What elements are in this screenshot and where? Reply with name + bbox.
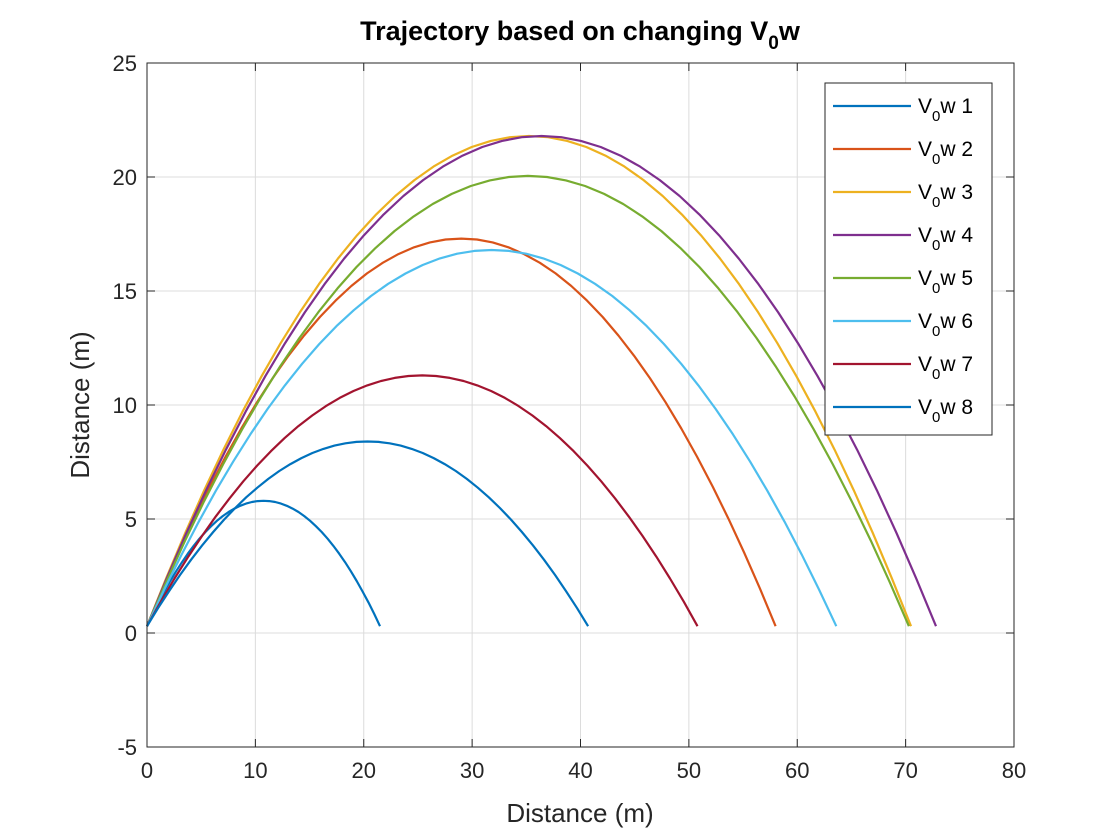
legend-label-subscript: 0 bbox=[932, 108, 940, 125]
legend-label-tail: w 5 bbox=[939, 267, 973, 290]
chart-title-tail: w bbox=[778, 16, 801, 46]
legend-label-7: V0w 7 bbox=[918, 353, 973, 383]
legend-label-tail: w 7 bbox=[939, 353, 973, 376]
x-tick-label: 30 bbox=[460, 758, 484, 783]
legend-label-main: V bbox=[918, 267, 932, 290]
legend-label-subscript: 0 bbox=[932, 366, 940, 383]
y-axis-label: Distance (m) bbox=[65, 331, 95, 478]
legend-label-tail: w 8 bbox=[939, 396, 973, 419]
legend-label-1: V0w 1 bbox=[918, 95, 973, 125]
series-line-6 bbox=[146, 248, 838, 627]
legend-label-main: V bbox=[918, 224, 932, 247]
chart-title-main: Trajectory based on changing V bbox=[360, 16, 768, 46]
series-lines bbox=[145, 134, 938, 627]
series-line-8 bbox=[146, 440, 590, 627]
y-tick-label: 20 bbox=[113, 165, 137, 190]
legend-label-5: V0w 5 bbox=[918, 267, 973, 297]
legend-label-subscript: 0 bbox=[932, 323, 940, 340]
x-tick-label: 40 bbox=[568, 758, 592, 783]
legend-label-3: V0w 3 bbox=[918, 181, 973, 211]
y-tick-label: 15 bbox=[113, 279, 137, 304]
y-tick-label: 10 bbox=[113, 393, 137, 418]
legend-label-main: V bbox=[918, 181, 932, 204]
x-tick-label: 60 bbox=[785, 758, 809, 783]
legend-label-8: V0w 8 bbox=[918, 396, 973, 426]
legend-label-tail: w 4 bbox=[939, 224, 973, 247]
x-tick-label: 20 bbox=[352, 758, 376, 783]
legend-label-subscript: 0 bbox=[932, 194, 940, 211]
series-line-1 bbox=[146, 499, 381, 627]
series-line-7 bbox=[146, 374, 699, 627]
x-tick-label: 70 bbox=[893, 758, 917, 783]
legend-label-main: V bbox=[918, 95, 932, 118]
x-tick-label: 0 bbox=[141, 758, 153, 783]
legend-label-main: V bbox=[918, 310, 932, 333]
y-tick-label: -5 bbox=[117, 735, 137, 760]
legend-label-subscript: 0 bbox=[932, 237, 940, 254]
legend-label-tail: w 3 bbox=[939, 181, 973, 204]
legend-label-main: V bbox=[918, 138, 932, 161]
legend-label-6: V0w 6 bbox=[918, 310, 973, 340]
legend-label-tail: w 1 bbox=[939, 95, 973, 118]
legend-label-2: V0w 2 bbox=[918, 138, 973, 168]
y-tick-label: 0 bbox=[125, 621, 137, 646]
legend-label-4: V0w 4 bbox=[918, 224, 973, 254]
legend-label-main: V bbox=[918, 396, 932, 419]
x-tick-label: 80 bbox=[1002, 758, 1026, 783]
chart-title-subscript: 0 bbox=[768, 33, 779, 54]
x-axis-label: Distance (m) bbox=[506, 798, 653, 828]
legend-label-subscript: 0 bbox=[932, 151, 940, 168]
y-tick-label: 25 bbox=[113, 51, 137, 76]
series-line-5 bbox=[145, 174, 910, 627]
legend-label-subscript: 0 bbox=[932, 280, 940, 297]
x-tick-label: 10 bbox=[243, 758, 267, 783]
y-tick-label: 5 bbox=[125, 507, 137, 532]
legend-label-main: V bbox=[918, 353, 932, 376]
chart-title: Trajectory based on changing V0w bbox=[360, 16, 801, 54]
legend-label-tail: w 2 bbox=[939, 138, 973, 161]
series-line-4 bbox=[145, 134, 938, 627]
legend-label-subscript: 0 bbox=[932, 409, 940, 426]
legend-box bbox=[824, 82, 993, 436]
legend-label-tail: w 6 bbox=[939, 310, 973, 333]
x-tick-label: 50 bbox=[677, 758, 701, 783]
